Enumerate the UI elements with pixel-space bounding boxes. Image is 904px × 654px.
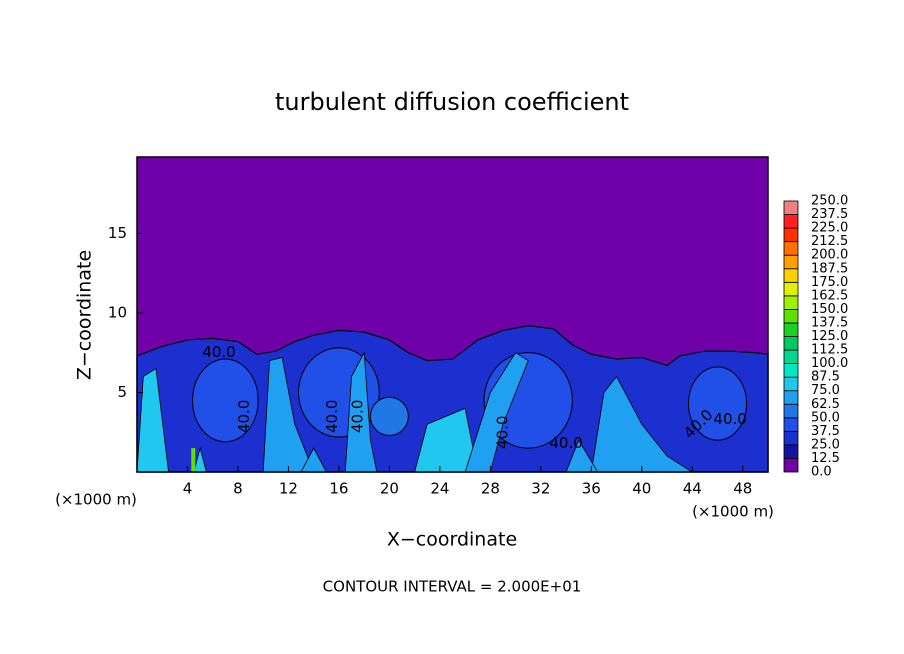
colorbar-swatch (783, 336, 799, 351)
x-tick-label: 44 (683, 480, 702, 498)
x-tick-label: 28 (481, 480, 500, 498)
field-region (687, 366, 748, 441)
y-axis-label: Z−coordinate (74, 250, 96, 380)
x-tick-label: 20 (380, 480, 399, 498)
colorbar-swatch (783, 363, 799, 378)
colorbar-swatch (783, 417, 799, 432)
colorbar-label: 237.5 (811, 207, 848, 222)
colorbar-swatch (783, 390, 799, 405)
colorbar-label: 162.5 (811, 288, 848, 303)
contour-label: 40.0 (549, 434, 582, 452)
colorbar-label: 87.5 (811, 370, 840, 385)
colorbar-swatch (783, 430, 799, 446)
footnote: CONTOUR INTERVAL = 2.000E+01 (323, 578, 582, 596)
colorbar-swatch (783, 268, 799, 283)
colorbar-label: 112.5 (811, 343, 848, 358)
x-tick-label: 48 (733, 480, 752, 498)
field-region (191, 448, 196, 472)
colorbar-label: 62.5 (811, 397, 840, 412)
colorbar-label: 100.0 (811, 356, 848, 371)
contour-label: 40.0 (493, 416, 511, 449)
colorbar-label: 250.0 (811, 194, 848, 209)
y-tick-label: 10 (108, 303, 127, 321)
field-region (369, 396, 409, 436)
colorbar-swatch (783, 241, 799, 256)
x-tick-label: 12 (279, 480, 298, 498)
x-tick-label: 32 (531, 480, 550, 498)
colorbar-swatch (783, 403, 799, 419)
colorbar-label: 50.0 (811, 410, 840, 425)
colorbar-label: 175.0 (811, 275, 848, 290)
chart-title: turbulent diffusion coefficient (275, 88, 629, 116)
field-region (192, 358, 259, 443)
colorbar-swatch (783, 458, 799, 473)
contour-label: 40.0 (348, 400, 366, 433)
colorbar-label: 37.5 (811, 424, 840, 439)
x-tick-label: 8 (233, 480, 243, 498)
colorbar-label: 150.0 (811, 302, 848, 317)
y-tick-label: 5 (117, 383, 127, 401)
colorbar-label: 0.0 (811, 465, 832, 480)
x-tick-label: 24 (430, 480, 449, 498)
colorbar-swatch (783, 308, 799, 324)
x-tick-label: 40 (632, 480, 651, 498)
x-unit: (×1000 m) (692, 503, 774, 521)
x-unit: (×1000 m) (55, 491, 137, 509)
colorbar-swatch (783, 214, 799, 229)
colorbar-label: 225.0 (811, 221, 848, 236)
colorbar-swatch (783, 376, 799, 392)
colorbar-swatch (783, 322, 799, 337)
colorbar-swatch (783, 295, 799, 310)
plot-frame (136, 156, 769, 473)
y-tick-label: 15 (108, 224, 127, 242)
colorbar-swatch (783, 444, 799, 459)
x-axis-label: X−coordinate (387, 529, 517, 551)
contour-label: 40.0 (202, 343, 235, 361)
colorbar-label: 125.0 (811, 329, 848, 344)
colorbar-label: 12.5 (811, 451, 840, 466)
contour-label: 40.0 (713, 410, 746, 428)
colorbar-label: 25.0 (811, 437, 840, 452)
colorbar-swatch (783, 349, 799, 364)
colorbar-label: 137.5 (811, 315, 848, 330)
colorbar-label: 187.5 (811, 261, 848, 276)
x-tick-label: 4 (183, 480, 193, 498)
contour-label: 40.0 (323, 400, 341, 433)
contour-label: 40.0 (235, 400, 253, 433)
x-tick-label: 16 (329, 480, 348, 498)
colorbar-swatch (783, 200, 799, 215)
x-tick-label: 36 (582, 480, 601, 498)
colorbar-label: 75.0 (811, 383, 840, 398)
colorbar-label: 212.5 (811, 234, 848, 249)
colorbar-swatch (783, 227, 799, 243)
colorbar-swatch (783, 281, 799, 297)
colorbar-swatch (783, 254, 799, 270)
colorbar-label: 200.0 (811, 248, 848, 263)
